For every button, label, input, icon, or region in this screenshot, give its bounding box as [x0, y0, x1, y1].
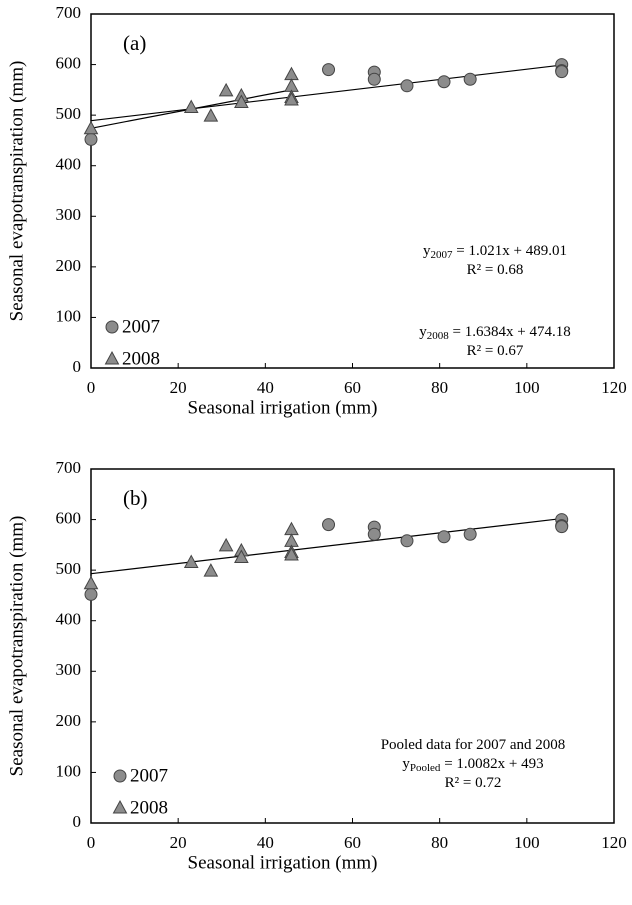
marker: [183, 554, 199, 569]
y-tick-label: 0: [73, 357, 82, 376]
x-tick-label: 80: [431, 833, 448, 852]
annotation-part: = 1.021x + 489.01: [453, 243, 567, 259]
y-tick-label: 700: [56, 458, 82, 477]
y-axis-title: Seasonal evapotranspiration (mm): [6, 61, 27, 322]
annotation: R² = 0.68: [467, 262, 524, 278]
x-axis-title: Seasonal irrigation (mm): [188, 397, 378, 418]
legend-label: 2007: [122, 316, 160, 337]
x-tick-label: 120: [601, 378, 627, 397]
legend-label: 2007: [130, 765, 168, 786]
x-tick-label: 40: [257, 378, 274, 397]
marker: [400, 79, 414, 93]
annotation: R² = 0.72: [445, 775, 502, 791]
legend-marker: [104, 350, 120, 365]
marker: [203, 108, 219, 122]
x-tick-label: 120: [601, 833, 627, 852]
marker: [400, 534, 414, 548]
annotation: y2007 = 1.021x + 489.01: [423, 243, 567, 260]
x-tick-label: 20: [170, 378, 187, 397]
legend-label: 2008: [122, 348, 160, 369]
y-tick-label: 100: [56, 761, 82, 780]
x-axis-title: Seasonal irrigation (mm): [188, 852, 378, 873]
annotation: yPooled = 1.0082x + 493: [402, 756, 543, 773]
x-tick-label: 80: [431, 378, 448, 397]
x-tick-label: 100: [514, 833, 540, 852]
marker: [367, 72, 381, 86]
marker: [83, 120, 99, 135]
marker: [322, 518, 336, 532]
y-tick-label: 700: [56, 3, 82, 22]
y-tick-label: 0: [73, 812, 82, 831]
marker: [367, 527, 381, 541]
y-tick-label: 500: [56, 559, 82, 578]
legend-marker: [105, 320, 119, 334]
marker: [284, 91, 299, 106]
marker: [218, 537, 234, 552]
y-tick-label: 600: [56, 508, 82, 527]
y-tick-label: 400: [56, 610, 82, 629]
annotation-part: Pooled data for 2007 and 2008: [381, 737, 566, 753]
x-tick-label: 0: [87, 378, 96, 397]
x-tick-label: 0: [87, 833, 96, 852]
y-tick-label: 200: [56, 711, 82, 730]
marker: [234, 94, 249, 108]
plot-frame: [90, 13, 615, 369]
trendline: [90, 64, 562, 122]
y-tick-label: 400: [56, 155, 82, 174]
marker: [463, 527, 477, 541]
marker: [83, 575, 99, 590]
x-tick-label: 100: [514, 378, 540, 397]
marker: [463, 72, 477, 86]
annotation: y2008 = 1.6384x + 474.18: [419, 324, 570, 341]
marker: [555, 520, 569, 534]
marker: [284, 521, 299, 536]
annotation-part: = 1.6384x + 474.18: [449, 324, 571, 340]
x-tick-label: 60: [344, 833, 361, 852]
marker: [203, 563, 219, 577]
y-tick-label: 300: [56, 205, 82, 224]
annotation-part: y: [423, 243, 431, 259]
marker: [322, 63, 336, 77]
marker: [555, 65, 569, 79]
marker: [284, 546, 299, 561]
y-tick-label: 600: [56, 53, 82, 72]
marker: [84, 132, 98, 146]
legend-marker: [113, 769, 127, 783]
annotation-part: R² = 0.72: [445, 775, 502, 791]
annotation-part: 2008: [427, 330, 450, 342]
y-axis-title: Seasonal evapotranspiration (mm): [6, 516, 27, 777]
annotation-part: y: [419, 324, 427, 340]
x-tick-label: 40: [257, 833, 274, 852]
annotation-part: 2007: [431, 249, 454, 261]
annotation-part: y: [402, 756, 410, 772]
marker: [437, 530, 451, 544]
trendline: [90, 517, 562, 575]
marker: [183, 99, 199, 114]
x-tick-label: 60: [344, 378, 361, 397]
annotation-part: = 1.0082x + 493: [440, 756, 543, 772]
annotation: Pooled data for 2007 and 2008: [381, 737, 566, 753]
marker: [284, 66, 299, 81]
legend-marker: [112, 799, 128, 814]
panel-label: (a): [123, 31, 146, 55]
marker: [84, 587, 98, 601]
annotation-part: R² = 0.68: [467, 262, 524, 278]
y-tick-label: 300: [56, 660, 82, 679]
x-tick-label: 20: [170, 833, 187, 852]
annotation-part: R² = 0.67: [467, 343, 524, 359]
annotation: R² = 0.67: [467, 343, 524, 359]
y-tick-label: 200: [56, 256, 82, 275]
annotation-part: Pooled: [410, 762, 441, 774]
y-tick-label: 100: [56, 306, 82, 325]
marker: [437, 75, 451, 89]
legend-label: 2008: [130, 797, 168, 818]
marker: [234, 549, 249, 563]
y-tick-label: 500: [56, 104, 82, 123]
marker: [218, 82, 234, 97]
panel-label: (b): [123, 486, 148, 510]
